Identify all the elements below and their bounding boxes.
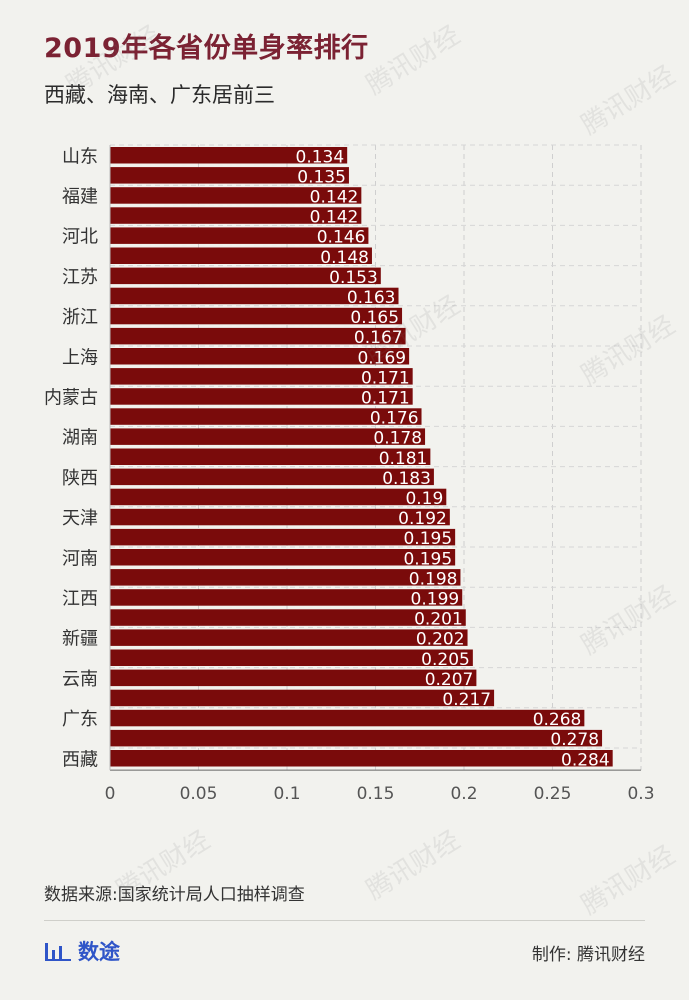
category-label: 广东: [62, 709, 98, 730]
bar-data-label: 0.207: [425, 670, 474, 690]
bar: [110, 388, 413, 405]
bar-data-label: 0.183: [382, 469, 431, 489]
category-label: 江西: [62, 588, 98, 609]
bar: [110, 649, 473, 666]
bar-data-label: 0.167: [354, 328, 403, 348]
data-source: 数据来源:国家统计局人口抽样调查: [44, 885, 305, 905]
bar-data-label: 0.181: [379, 449, 428, 469]
bar: [110, 448, 431, 465]
category-label: 山东: [62, 146, 98, 167]
bar-data-label: 0.134: [296, 147, 345, 167]
bar: [110, 327, 406, 345]
bar-data-label: 0.19: [405, 489, 443, 509]
bar-data-label: 0.195: [403, 549, 452, 569]
bar-data-label: 0.169: [357, 348, 406, 368]
bar-data-label: 0.217: [442, 690, 491, 710]
bar-data-label: 0.202: [416, 630, 465, 650]
chart-title: 2019年各省份单身率排行: [44, 33, 369, 64]
category-label: 新疆: [62, 629, 98, 650]
bar-data-label: 0.148: [320, 248, 369, 268]
bar-data-label: 0.135: [297, 167, 346, 187]
bar-chart-icon: [45, 943, 71, 961]
bar: [110, 508, 450, 526]
category-label: 西藏: [62, 749, 98, 770]
x-tick-label: 0.3: [627, 784, 654, 804]
bar-data-label: 0.199: [411, 589, 460, 609]
bar: [110, 147, 348, 164]
logo-text: 数途: [78, 940, 120, 964]
bar-data-label: 0.278: [550, 730, 599, 750]
x-tick-label: 0.25: [534, 784, 572, 804]
category-label: 湖南: [62, 428, 98, 449]
bar: [110, 709, 585, 727]
bar: [110, 368, 413, 385]
bar-data-label: 0.198: [409, 569, 458, 589]
bar: [110, 207, 362, 224]
bar: [110, 589, 463, 606]
bar: [110, 569, 461, 586]
x-tick-label: 0: [105, 784, 116, 804]
bar-data-label: 0.284: [561, 750, 610, 770]
bar-data-label: 0.201: [414, 610, 463, 630]
credit: 制作: 腾讯财经: [531, 945, 645, 965]
bar: [110, 750, 613, 767]
category-label: 云南: [62, 669, 98, 690]
category-label: 浙江: [62, 307, 98, 328]
category-label: 河南: [62, 548, 98, 569]
bar-data-label: 0.165: [350, 308, 399, 328]
bar: [110, 468, 434, 486]
brand-logo[interactable]: 数途: [44, 936, 120, 966]
bar-data-label: 0.176: [370, 409, 419, 429]
bar-data-label: 0.146: [317, 228, 366, 248]
footer-divider: [44, 920, 645, 921]
bar-data-label: 0.153: [329, 268, 378, 288]
bar: [110, 287, 399, 305]
bar: [110, 267, 381, 285]
bar: [110, 549, 456, 566]
bar: [110, 528, 456, 546]
category-label: 福建: [62, 186, 98, 207]
bar: [110, 167, 349, 184]
bar-data-label: 0.205: [421, 650, 470, 670]
bar: [110, 488, 447, 506]
bar-data-label: 0.142: [310, 208, 359, 228]
bar: [110, 247, 372, 264]
bar: [110, 348, 410, 365]
category-label: 河北: [62, 227, 98, 248]
x-tick-label: 0.1: [273, 784, 300, 804]
bar: [110, 408, 422, 425]
chart-subtitle: 西藏、海南、广东居前三: [44, 83, 275, 107]
x-tick-label: 0.05: [180, 784, 218, 804]
x-tick-label: 0.15: [357, 784, 395, 804]
bar: [110, 187, 362, 204]
bar-data-label: 0.171: [361, 368, 410, 388]
bar: [110, 227, 369, 244]
category-label: 内蒙古: [44, 387, 98, 408]
category-label: 天津: [62, 508, 98, 529]
bar-data-label: 0.142: [310, 187, 359, 207]
bar-data-label: 0.178: [373, 429, 422, 449]
bar-data-label: 0.163: [347, 288, 396, 308]
bar-data-label: 0.171: [361, 388, 410, 408]
bar: [110, 689, 495, 707]
category-label: 陕西: [62, 468, 98, 489]
bar: [110, 669, 477, 687]
bar: [110, 729, 603, 747]
x-tick-label: 0.2: [450, 784, 477, 804]
bar: [110, 629, 468, 646]
category-label: 江苏: [62, 267, 98, 288]
bar-data-label: 0.268: [533, 710, 582, 730]
bar-data-label: 0.192: [398, 509, 447, 529]
bar-data-label: 0.195: [403, 529, 452, 549]
category-label: 上海: [62, 347, 98, 368]
bar: [110, 428, 426, 445]
bar: [110, 609, 466, 626]
bar: [110, 307, 403, 325]
